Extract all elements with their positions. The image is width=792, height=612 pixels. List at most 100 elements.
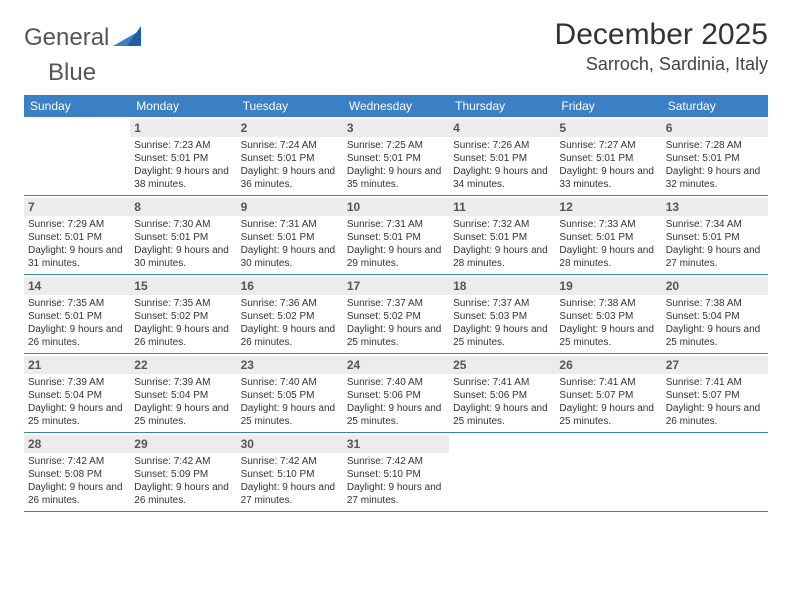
daylight-text: Daylight: 9 hours and 27 minutes.	[666, 244, 764, 270]
week-row: 28Sunrise: 7:42 AMSunset: 5:08 PMDayligh…	[24, 433, 768, 512]
sunset-text: Sunset: 5:09 PM	[134, 468, 232, 481]
location-label: Sarroch, Sardinia, Italy	[555, 54, 768, 75]
sunset-text: Sunset: 5:08 PM	[28, 468, 126, 481]
day-cell	[24, 117, 130, 195]
day-number: 3	[343, 119, 449, 137]
sunset-text: Sunset: 5:02 PM	[241, 310, 339, 323]
daylight-text: Daylight: 9 hours and 25 minutes.	[347, 402, 445, 428]
day-number: 8	[130, 198, 236, 216]
sunrise-text: Sunrise: 7:26 AM	[453, 139, 551, 152]
day-number: 13	[662, 198, 768, 216]
sun-info: Sunrise: 7:41 AMSunset: 5:06 PMDaylight:…	[453, 376, 551, 428]
sunrise-text: Sunrise: 7:29 AM	[28, 218, 126, 231]
sun-info: Sunrise: 7:42 AMSunset: 5:10 PMDaylight:…	[347, 455, 445, 507]
sunset-text: Sunset: 5:02 PM	[134, 310, 232, 323]
daylight-text: Daylight: 9 hours and 25 minutes.	[241, 402, 339, 428]
sunrise-text: Sunrise: 7:39 AM	[134, 376, 232, 389]
day-number: 18	[449, 277, 555, 295]
daylight-text: Daylight: 9 hours and 25 minutes.	[453, 323, 551, 349]
sunset-text: Sunset: 5:04 PM	[666, 310, 764, 323]
logo-text-blue: Blue	[48, 59, 96, 87]
day-number: 7	[24, 198, 130, 216]
sunrise-text: Sunrise: 7:36 AM	[241, 297, 339, 310]
daylight-text: Daylight: 9 hours and 36 minutes.	[241, 165, 339, 191]
day-number: 26	[555, 356, 661, 374]
day-cell: 30Sunrise: 7:42 AMSunset: 5:10 PMDayligh…	[237, 433, 343, 511]
day-number: 21	[24, 356, 130, 374]
day-cell	[449, 433, 555, 511]
sunset-text: Sunset: 5:06 PM	[347, 389, 445, 402]
day-number: 23	[237, 356, 343, 374]
sunset-text: Sunset: 5:01 PM	[28, 231, 126, 244]
sun-info: Sunrise: 7:33 AMSunset: 5:01 PMDaylight:…	[559, 218, 657, 270]
sun-info: Sunrise: 7:40 AMSunset: 5:05 PMDaylight:…	[241, 376, 339, 428]
sunset-text: Sunset: 5:07 PM	[666, 389, 764, 402]
sunset-text: Sunset: 5:03 PM	[453, 310, 551, 323]
sun-info: Sunrise: 7:38 AMSunset: 5:04 PMDaylight:…	[666, 297, 764, 349]
sun-info: Sunrise: 7:36 AMSunset: 5:02 PMDaylight:…	[241, 297, 339, 349]
sunset-text: Sunset: 5:07 PM	[559, 389, 657, 402]
daylight-text: Daylight: 9 hours and 32 minutes.	[666, 165, 764, 191]
daylight-text: Daylight: 9 hours and 35 minutes.	[347, 165, 445, 191]
sun-info: Sunrise: 7:35 AMSunset: 5:02 PMDaylight:…	[134, 297, 232, 349]
day-cell: 3 Sunrise: 7:25 AMSunset: 5:01 PMDaylight…	[343, 117, 449, 195]
daylight-text: Daylight: 9 hours and 38 minutes.	[134, 165, 232, 191]
day-cell: 31 Sunrise: 7:42 AMSunset: 5:10 PMDayligh…	[343, 433, 449, 511]
day-cell: 10Sunrise: 7:31 AMSunset: 5:01 PMDayligh…	[343, 196, 449, 274]
day-cell: 27Sunrise: 7:41 AMSunset: 5:07 PMDayligh…	[662, 354, 768, 432]
day-cell	[662, 433, 768, 511]
day-cell: 17Sunrise: 7:37 AMSunset: 5:02 PMDayligh…	[343, 275, 449, 353]
day-number: 4	[449, 119, 555, 137]
day-number: 16	[237, 277, 343, 295]
day-cell: 6Sunrise: 7:28 AMSunset: 5:01 PMDaylight…	[662, 117, 768, 195]
sunset-text: Sunset: 5:01 PM	[347, 231, 445, 244]
sunrise-text: Sunrise: 7:42 AM	[241, 455, 339, 468]
sun-info: Sunrise: 7:23 AMSunset: 5:01 PMDaylight:…	[134, 139, 232, 191]
sun-info: Sunrise: 7:41 AMSunset: 5:07 PMDaylight:…	[666, 376, 764, 428]
sunrise-text: Sunrise: 7:41 AM	[666, 376, 764, 389]
sunrise-text: Sunrise: 7:37 AM	[347, 297, 445, 310]
calendar: SundayMondayTuesdayWednesdayThursdayFrid…	[24, 95, 768, 512]
logo-triangle-icon	[113, 26, 141, 51]
sunset-text: Sunset: 5:01 PM	[28, 310, 126, 323]
day-of-week-row: SundayMondayTuesdayWednesdayThursdayFrid…	[24, 95, 768, 117]
daylight-text: Daylight: 9 hours and 28 minutes.	[559, 244, 657, 270]
day-number: 1	[130, 119, 236, 137]
sun-info: Sunrise: 7:25 AMSunset: 5:01 PMDaylight:…	[347, 139, 445, 191]
daylight-text: Daylight: 9 hours and 26 minutes.	[28, 323, 126, 349]
sunset-text: Sunset: 5:01 PM	[241, 231, 339, 244]
sun-info: Sunrise: 7:34 AMSunset: 5:01 PMDaylight:…	[666, 218, 764, 270]
sunrise-text: Sunrise: 7:35 AM	[134, 297, 232, 310]
sun-info: Sunrise: 7:26 AMSunset: 5:01 PMDaylight:…	[453, 139, 551, 191]
sun-info: Sunrise: 7:28 AMSunset: 5:01 PMDaylight:…	[666, 139, 764, 191]
sunrise-text: Sunrise: 7:38 AM	[666, 297, 764, 310]
daylight-text: Daylight: 9 hours and 25 minutes.	[453, 402, 551, 428]
day-cell: 22Sunrise: 7:39 AMSunset: 5:04 PMDayligh…	[130, 354, 236, 432]
sun-info: Sunrise: 7:35 AMSunset: 5:01 PMDaylight:…	[28, 297, 126, 349]
daylight-text: Daylight: 9 hours and 27 minutes.	[241, 481, 339, 507]
day-cell: 24Sunrise: 7:40 AMSunset: 5:06 PMDayligh…	[343, 354, 449, 432]
day-of-week-cell: Monday	[130, 95, 236, 117]
week-row: 7Sunrise: 7:29 AMSunset: 5:01 PMDaylight…	[24, 196, 768, 275]
sun-info: Sunrise: 7:29 AMSunset: 5:01 PMDaylight:…	[28, 218, 126, 270]
sunset-text: Sunset: 5:04 PM	[28, 389, 126, 402]
sunrise-text: Sunrise: 7:41 AM	[453, 376, 551, 389]
sunrise-text: Sunrise: 7:32 AM	[453, 218, 551, 231]
day-number: 12	[555, 198, 661, 216]
sun-info: Sunrise: 7:41 AMSunset: 5:07 PMDaylight:…	[559, 376, 657, 428]
day-number: 5	[555, 119, 661, 137]
sun-info: Sunrise: 7:42 AMSunset: 5:08 PMDaylight:…	[28, 455, 126, 507]
month-title: December 2025	[555, 18, 768, 52]
title-block: December 2025 Sarroch, Sardinia, Italy	[555, 18, 768, 75]
day-number: 31	[343, 435, 449, 453]
daylight-text: Daylight: 9 hours and 25 minutes.	[559, 402, 657, 428]
sun-info: Sunrise: 7:37 AMSunset: 5:03 PMDaylight:…	[453, 297, 551, 349]
daylight-text: Daylight: 9 hours and 25 minutes.	[666, 323, 764, 349]
logo-text-general: General	[24, 24, 109, 52]
sunset-text: Sunset: 5:10 PM	[347, 468, 445, 481]
sun-info: Sunrise: 7:37 AMSunset: 5:02 PMDaylight:…	[347, 297, 445, 349]
day-number: 24	[343, 356, 449, 374]
day-cell: 21Sunrise: 7:39 AMSunset: 5:04 PMDayligh…	[24, 354, 130, 432]
day-cell: 29Sunrise: 7:42 AMSunset: 5:09 PMDayligh…	[130, 433, 236, 511]
week-row: 14Sunrise: 7:35 AMSunset: 5:01 PMDayligh…	[24, 275, 768, 354]
